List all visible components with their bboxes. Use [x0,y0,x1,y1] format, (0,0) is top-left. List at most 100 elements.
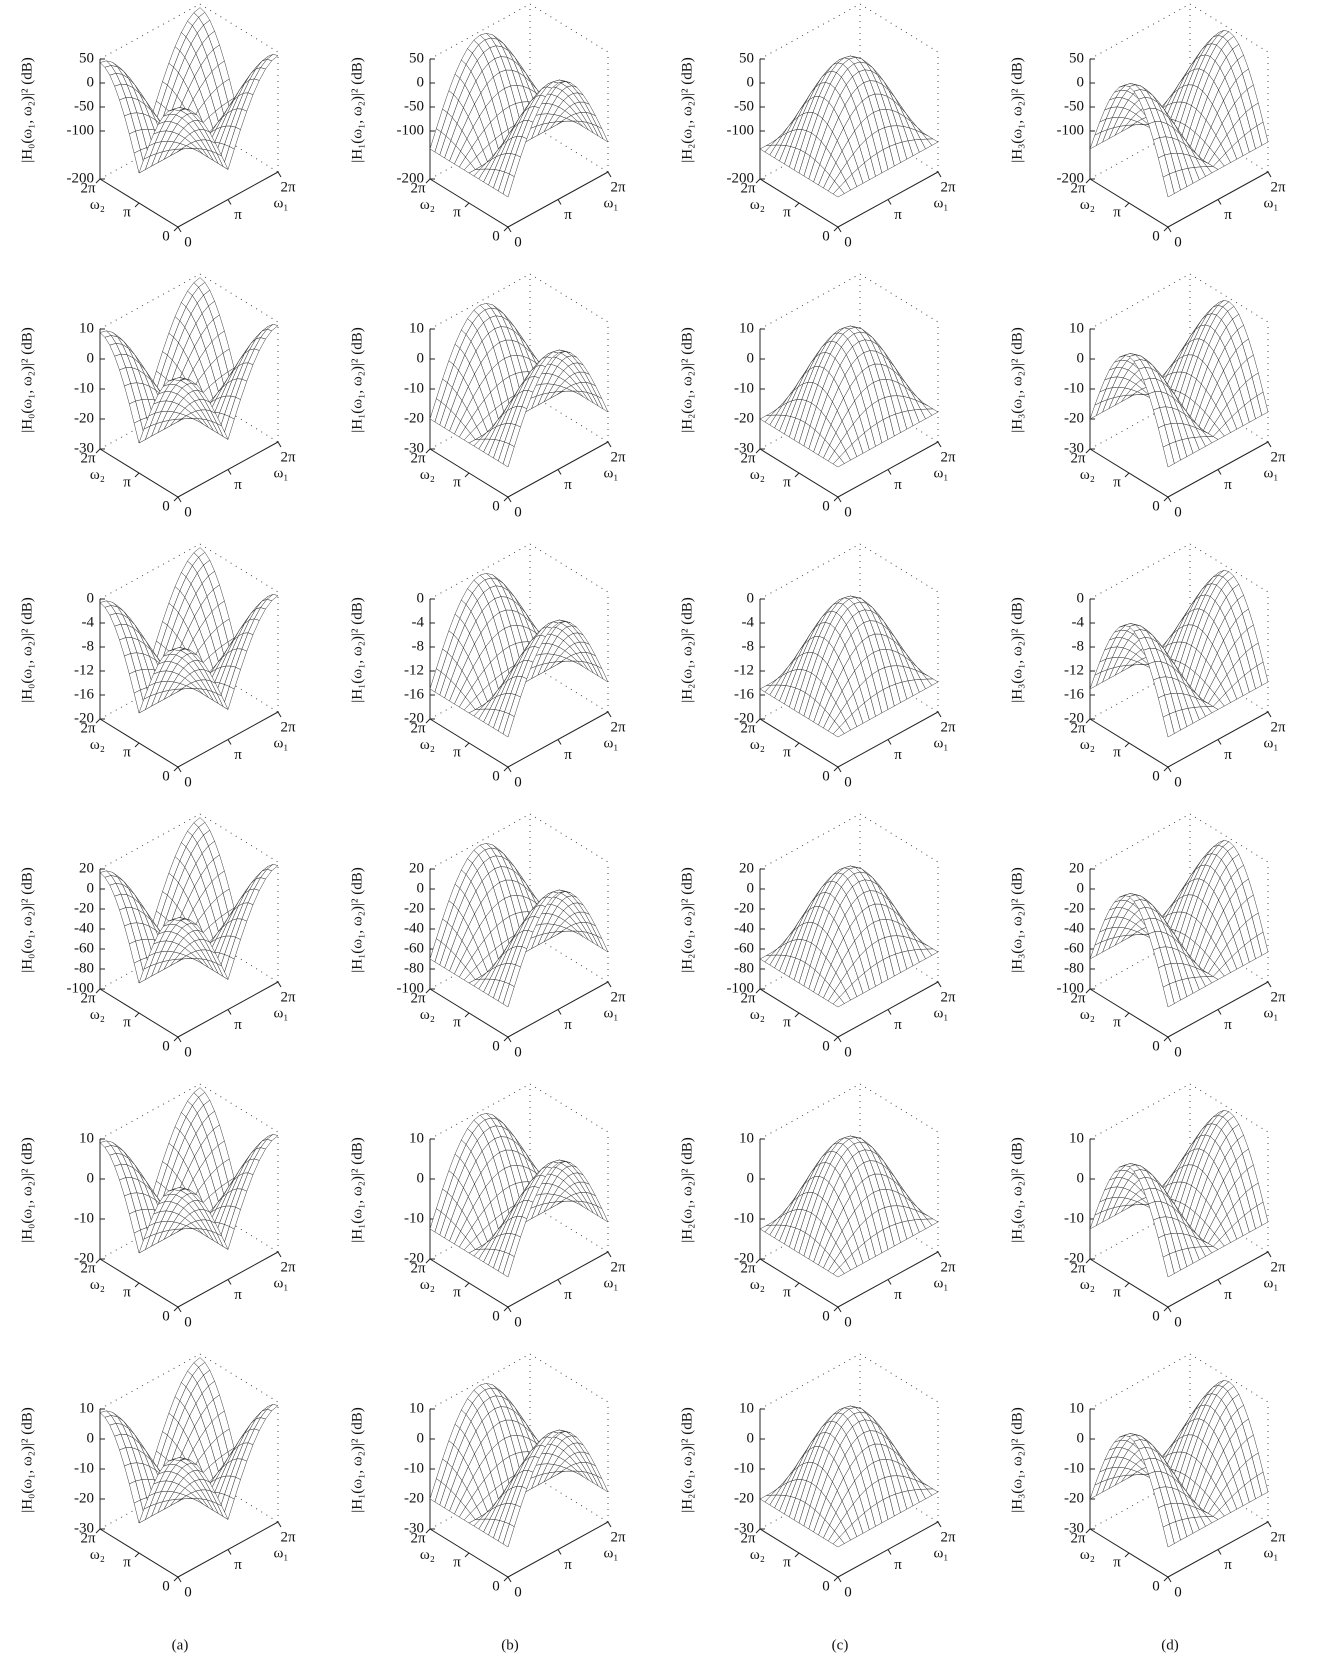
y-tick-label: π [1113,1014,1121,1030]
z-tick-label: -40 [404,920,424,936]
z-tick-label: -8 [412,638,425,654]
y-tick-label: 0 [492,498,500,514]
box-edge [530,1084,608,1132]
z-tick-label: -50 [74,98,94,114]
z-tick-label: -100 [67,122,95,138]
x-tick-label: π [1224,207,1232,223]
panel: 100-10-20|H₁(ω₁, ω₂)|² (dB)0π2π0π2πω₁ω₂ [349,1084,626,1330]
z-tick-label: -16 [1064,686,1084,702]
y-tick-label: 2π [80,990,96,1006]
z-axis-label: |H₃(ω₁, ω₂)|² (dB) [1009,867,1025,973]
x-tick-label: π [234,1017,242,1033]
y-tick-label: 2π [80,180,96,196]
y-tick [834,1037,838,1041]
x-tick [278,172,281,177]
z-axis-label: |H₁(ω₁, ω₂)|² (dB) [349,57,365,163]
x-tick [558,200,561,205]
z-tick-label: -4 [1072,614,1085,630]
y-tick-label: 2π [410,720,426,736]
x-tick-label: π [894,477,902,493]
surface [1090,300,1268,467]
z-tick-label: 0 [87,74,95,90]
x-tick-label: 2π [610,179,626,195]
x-axis-label: ω₁ [1263,466,1278,482]
y-axis-label: ω₂ [750,467,765,483]
y-tick [135,1283,139,1287]
z-tick-label: 0 [417,350,425,366]
x-tick [608,442,611,447]
z-tick-label: 50 [739,50,754,66]
y-tick [1086,719,1090,723]
y-tick-label: 2π [740,720,756,736]
x-tick-label: 0 [184,234,192,250]
x-tick [508,767,511,772]
z-tick-label: -20 [1064,410,1084,426]
y-tick-label: π [453,744,461,760]
x-tick [558,470,561,475]
z-axis-label: |H₁(ω₁, ω₂)|² (dB) [349,867,365,973]
panel: 0-4-8-12-16-20|H₁(ω₁, ω₂)|² (dB)0π2π0π2π… [349,544,626,790]
x-tick [228,200,231,205]
y-tick [426,989,430,993]
x-tick-label: π [234,747,242,763]
box-edge [860,544,938,592]
y-tick [1086,179,1090,183]
y-tick [1164,497,1168,501]
z-tick-label: 0 [1077,350,1085,366]
y-tick-label: π [453,1014,461,1030]
x-tick [608,712,611,717]
z-tick-label: -20 [74,900,94,916]
y-tick-label: π [123,1014,131,1030]
x-tick [1218,200,1221,205]
y-tick-label: π [123,1284,131,1300]
x-tick [1168,767,1171,772]
z-tick-label: -40 [1064,920,1084,936]
x-tick-label: π [234,477,242,493]
x-tick [938,442,941,447]
z-tick-label: -40 [74,920,94,936]
y-tick [465,743,469,747]
x-tick [1268,442,1271,447]
y-tick-label: π [783,744,791,760]
y-tick-label: 2π [80,1260,96,1276]
x-tick-label: 2π [610,449,626,465]
x-tick [508,1037,511,1042]
y-tick [174,1307,178,1311]
x-tick-label: 0 [844,504,852,520]
z-tick-label: -50 [734,98,754,114]
surface [1090,840,1268,1007]
x-tick-label: 2π [1270,989,1286,1005]
x-axis-label: ω₁ [273,466,288,482]
y-tick-label: 0 [1152,768,1160,784]
y-tick [795,1013,799,1017]
y-axis-label: ω₂ [750,1007,765,1023]
x-tick [278,712,281,717]
x-axis-label: ω₁ [603,466,618,482]
box-edge [530,544,608,592]
surface [1090,30,1268,197]
y-tick-label: 0 [162,498,170,514]
x-axis-label: ω₁ [603,1006,618,1022]
z-tick-label: -100 [1057,122,1085,138]
x-tick [558,740,561,745]
x-tick-label: 2π [1270,179,1286,195]
z-tick-label: -80 [1064,960,1084,976]
y-tick [795,473,799,477]
y-tick [795,743,799,747]
y-axis-label: ω₂ [750,197,765,213]
x-tick [888,740,891,745]
z-tick-label: 0 [1077,590,1085,606]
z-tick-label: 0 [417,880,425,896]
y-tick-label: 0 [162,1038,170,1054]
z-tick-label: 0 [747,350,755,366]
x-tick [1218,470,1221,475]
x-tick [178,497,181,502]
y-tick-label: 0 [1152,228,1160,244]
x-tick [838,767,841,772]
x-tick-label: π [1224,1017,1232,1033]
y-tick [426,179,430,183]
box-edge [760,544,860,599]
x-tick [1268,712,1271,717]
z-tick-label: -80 [404,960,424,976]
y-tick [174,497,178,501]
